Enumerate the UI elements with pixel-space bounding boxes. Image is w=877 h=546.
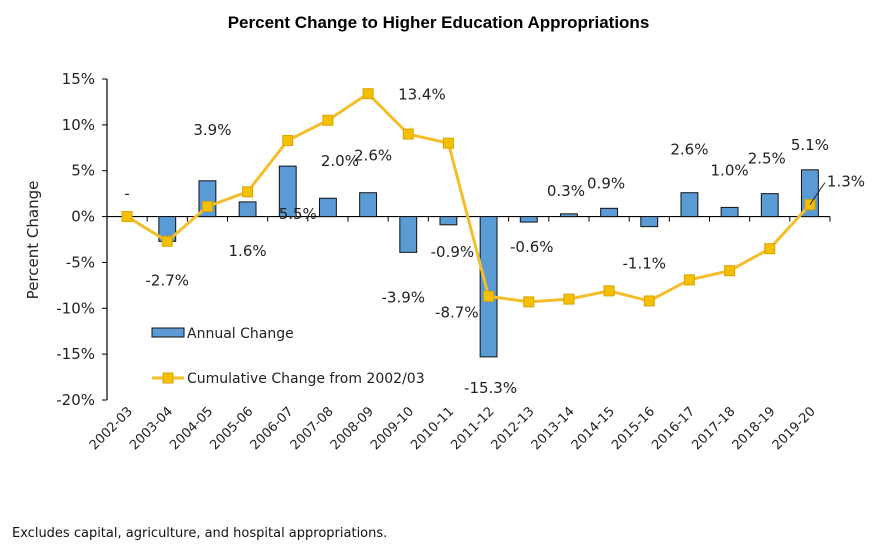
bar xyxy=(640,216,659,228)
x-tick-label: 2015-16 xyxy=(609,404,658,453)
y-tick-label: 0% xyxy=(71,208,95,226)
x-tick-label: 2008-09 xyxy=(328,404,377,453)
line-marker xyxy=(764,243,776,255)
line-marker xyxy=(201,200,213,212)
data-labels: --2.7%3.9%1.6%5.5%2.0%2.6%-3.9%-0.9%-15.… xyxy=(124,86,865,397)
y-tick-label: -5% xyxy=(66,253,95,271)
x-tick-label: 2007-08 xyxy=(288,404,337,453)
footnote: Excludes capital, agriculture, and hospi… xyxy=(12,526,388,541)
y-axis: 15% 10% 5% 0% -5% -10% -15% -20% xyxy=(56,70,108,409)
bar-data-label: - xyxy=(124,185,129,203)
line-data-label: 13.4% xyxy=(398,86,446,104)
x-tick-label: 2009-10 xyxy=(368,404,417,453)
bar-data-label: 5.5% xyxy=(279,205,317,223)
y-axis-title: Percent Change xyxy=(24,181,42,300)
line-marker xyxy=(362,88,374,100)
bar xyxy=(720,206,739,218)
line-marker xyxy=(483,290,495,302)
bar-data-label: -2.7% xyxy=(145,271,189,289)
bar-data-label: -15.3% xyxy=(464,379,517,397)
line-data-label: -8.7% xyxy=(435,303,479,321)
bar-data-label: 2.5% xyxy=(748,150,786,168)
x-tick-label: 2019-20 xyxy=(770,404,819,453)
bar xyxy=(600,207,619,218)
bar-data-label: -3.9% xyxy=(381,288,425,306)
x-tick-label: 2014-15 xyxy=(569,404,618,453)
bar-data-label: 1.0% xyxy=(711,161,749,179)
bar-data-label: 0.9% xyxy=(587,174,625,192)
bar-data-label: -0.6% xyxy=(510,238,554,256)
bar-data-label: 5.1% xyxy=(791,136,829,154)
x-tick-label: 2012-13 xyxy=(489,404,538,453)
legend: Annual Change Cumulative Change from 2002… xyxy=(151,326,425,387)
x-tick-label: 2017-18 xyxy=(689,404,738,453)
line-marker xyxy=(523,296,535,308)
bar xyxy=(559,213,578,218)
y-tick-label: -15% xyxy=(56,345,95,363)
x-tick-label: 2011-12 xyxy=(448,404,497,453)
x-tick-label: 2003-04 xyxy=(127,404,176,453)
bar xyxy=(519,216,538,223)
line-data-label: 1.3% xyxy=(827,173,865,191)
line-marker xyxy=(724,265,736,277)
line-marker xyxy=(442,137,454,149)
bar-data-label: 2.6% xyxy=(354,147,392,165)
line-marker xyxy=(322,114,334,126)
bar xyxy=(318,197,337,218)
bar xyxy=(238,201,257,218)
legend-bar-swatch xyxy=(151,327,185,338)
bar-data-label: -1.1% xyxy=(622,255,666,273)
bar-data-label: 0.3% xyxy=(547,182,585,200)
bar xyxy=(760,193,779,218)
x-tick-label: 2013-14 xyxy=(529,404,578,453)
y-tick-label: 10% xyxy=(62,116,95,134)
y-tick-label: -20% xyxy=(56,391,95,409)
line-marker xyxy=(121,211,133,223)
x-tick-label: 2016-17 xyxy=(649,404,698,453)
line-marker xyxy=(643,295,655,307)
cumulative-line xyxy=(126,92,812,304)
line-marker xyxy=(282,134,294,146)
chart-title: Percent Change to Higher Education Appro… xyxy=(227,13,650,32)
legend-label-annual: Annual Change xyxy=(187,326,294,342)
x-tick-label: 2004-05 xyxy=(167,404,216,453)
bar-data-label: 1.6% xyxy=(229,242,267,260)
bar xyxy=(479,216,498,358)
bar-data-label: 2.6% xyxy=(670,141,708,159)
bar-data-label: 3.9% xyxy=(193,121,231,139)
line-marker xyxy=(603,285,615,297)
x-tick-label: 2002-03 xyxy=(87,404,136,453)
legend-label-cumulative: Cumulative Change from 2002/03 xyxy=(187,371,425,387)
x-tick-label: 2010-11 xyxy=(408,404,457,453)
y-tick-label: -10% xyxy=(56,299,95,317)
bar xyxy=(439,216,458,226)
line-marker xyxy=(402,128,414,140)
bar xyxy=(359,192,378,218)
label-leader-line xyxy=(809,182,826,205)
bar-data-label: -0.9% xyxy=(431,243,475,261)
cumulative-change-line xyxy=(121,88,816,308)
bar xyxy=(278,165,297,218)
x-tick-label: 2005-06 xyxy=(207,404,256,453)
x-tick-label: 2006-07 xyxy=(248,404,297,453)
bar xyxy=(680,192,699,218)
annual-change-bars xyxy=(158,165,819,358)
bar xyxy=(399,216,418,253)
y-tick-label: 15% xyxy=(62,70,95,88)
legend-line-marker xyxy=(162,372,174,384)
line-marker xyxy=(563,293,575,305)
line-marker xyxy=(161,235,173,247)
bar-data-label: 2.0% xyxy=(321,152,359,170)
y-tick-label: 5% xyxy=(71,162,95,180)
x-tick-label: 2018-19 xyxy=(730,404,779,453)
line-marker xyxy=(683,274,695,286)
line-marker xyxy=(242,186,254,198)
